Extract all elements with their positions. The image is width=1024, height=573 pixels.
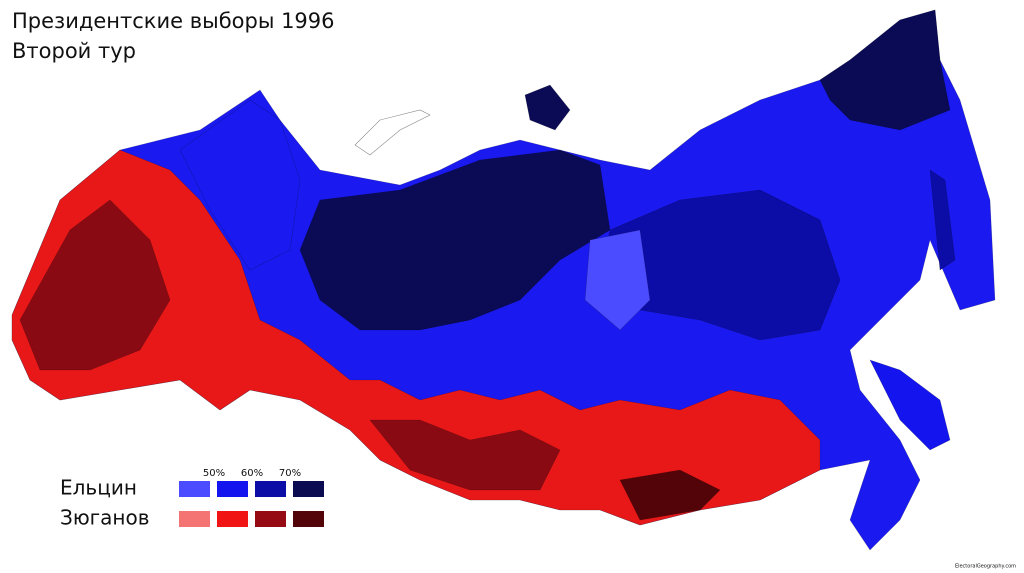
legend-label: Ельцин xyxy=(60,476,137,500)
legend-swatch xyxy=(255,481,286,497)
legend-swatch xyxy=(217,481,248,497)
islands xyxy=(524,84,571,131)
legend-threshold: 60% xyxy=(241,468,263,479)
region-darkred xyxy=(619,469,721,521)
legend: 50% 60% 70% Ельцин Зюганов xyxy=(60,468,324,530)
subtitle: Второй тур xyxy=(12,39,136,63)
sakhalin xyxy=(929,169,956,271)
legend-threshold: 50% xyxy=(203,468,225,479)
region-darkred xyxy=(369,419,561,491)
legend-swatch xyxy=(179,481,210,497)
legend-label: Зюганов xyxy=(60,506,150,530)
credit: ElectoralGeography.com xyxy=(955,564,1016,570)
region-blue-west xyxy=(179,99,301,271)
region-darkblue xyxy=(299,149,611,331)
title: Президентские выборы 1996 xyxy=(12,9,335,33)
region-red xyxy=(11,149,821,526)
novaya-zemlya xyxy=(354,109,431,156)
legend-swatch xyxy=(217,511,248,527)
legend-swatch xyxy=(255,511,286,527)
legend-swatch xyxy=(179,511,210,527)
region-darkred xyxy=(19,199,171,371)
kamchatka xyxy=(869,359,951,451)
map xyxy=(11,9,996,551)
legend-swatch xyxy=(293,511,324,527)
region-lightblue xyxy=(584,229,651,331)
region-darkblue xyxy=(819,9,951,131)
legend-threshold: 70% xyxy=(279,468,301,479)
legend-swatch xyxy=(293,481,324,497)
